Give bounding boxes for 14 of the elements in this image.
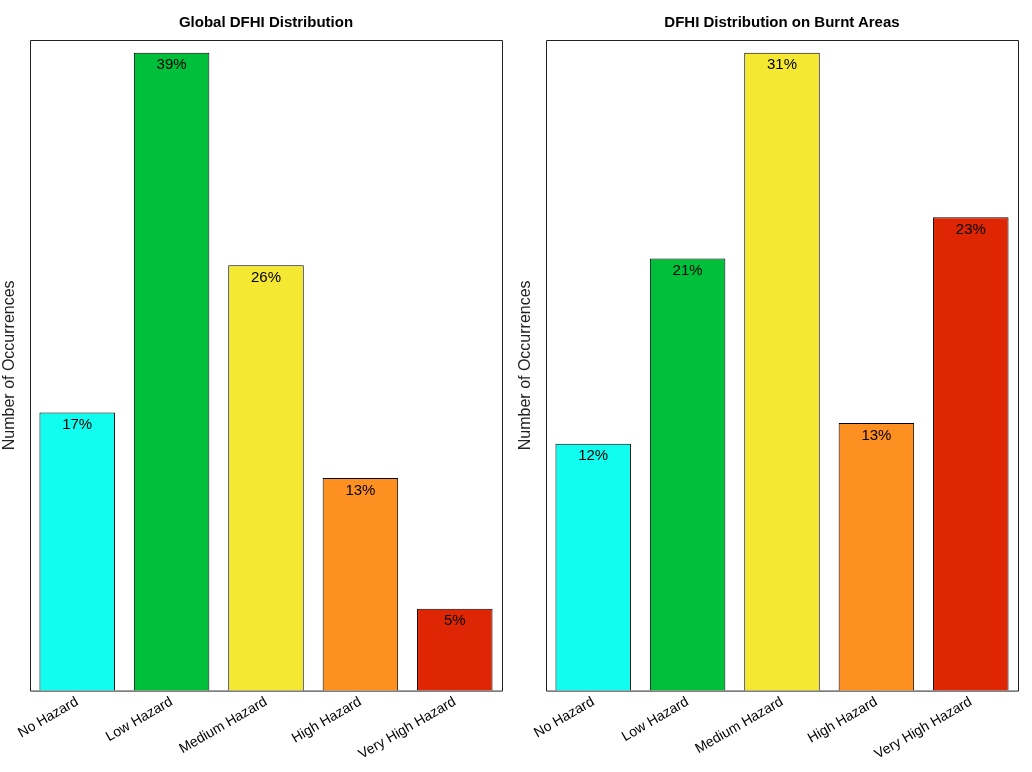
y-axis-title: Number of Occurrences	[0, 280, 18, 451]
data-label: 5%	[443, 611, 466, 629]
data-label: 31%	[766, 55, 798, 73]
data-label: 13%	[345, 480, 376, 498]
data-label: 17%	[62, 415, 93, 433]
chart-title: Global DFHI Distribution	[178, 13, 354, 31]
data-label: 23%	[955, 220, 986, 237]
data-label: 13%	[861, 425, 892, 443]
data-label: 39%	[156, 55, 187, 73]
data-label: 21%	[672, 261, 703, 279]
data-label: 26%	[250, 268, 282, 286]
chart-title: DFHI Distribution on Burnt Areas	[664, 13, 900, 31]
data-label: 12%	[578, 446, 609, 464]
y-axis-title: Number of Occurrences	[516, 280, 534, 451]
